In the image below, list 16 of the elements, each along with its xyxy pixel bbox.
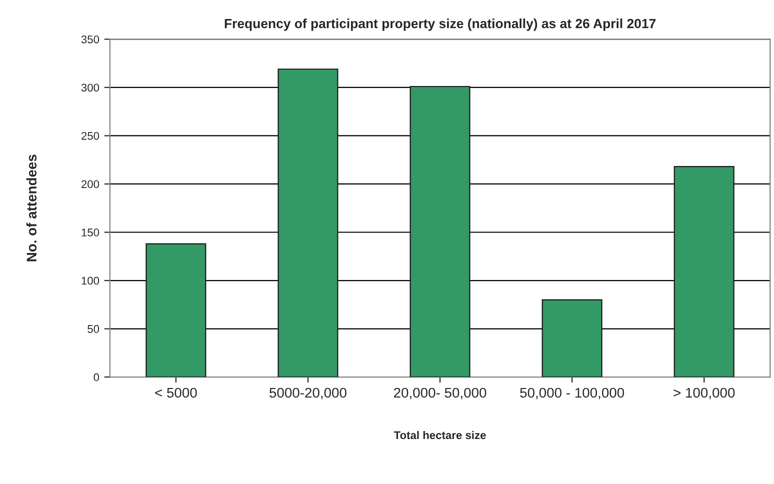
y-axis-title: No. of attendees	[26, 154, 37, 262]
x-tick-label: 50,000 - 100,000	[520, 388, 624, 400]
y-tick-label: 300	[81, 84, 100, 92]
y-tick-label: 150	[82, 228, 100, 236]
y-tick-label: 0	[94, 373, 100, 382]
y-tick-label: 100	[82, 276, 100, 285]
x-tick-label: 5000-20,000	[270, 388, 346, 400]
y-tick-label: 350	[81, 35, 100, 44]
y-tick-label: 200	[82, 180, 100, 188]
y-tick-label: 50	[88, 325, 100, 333]
x-axis-title: Total hectare size	[394, 430, 486, 440]
x-tick-label: < 5000	[155, 388, 197, 398]
x-tick-label: > 100,000	[674, 388, 735, 400]
y-tick-label: 250	[82, 132, 100, 140]
x-tick-label: 20,000- 50,000	[394, 388, 486, 400]
chart-title: Frequency of participant property size (nationally) as at 26 April 2017	[224, 18, 656, 31]
